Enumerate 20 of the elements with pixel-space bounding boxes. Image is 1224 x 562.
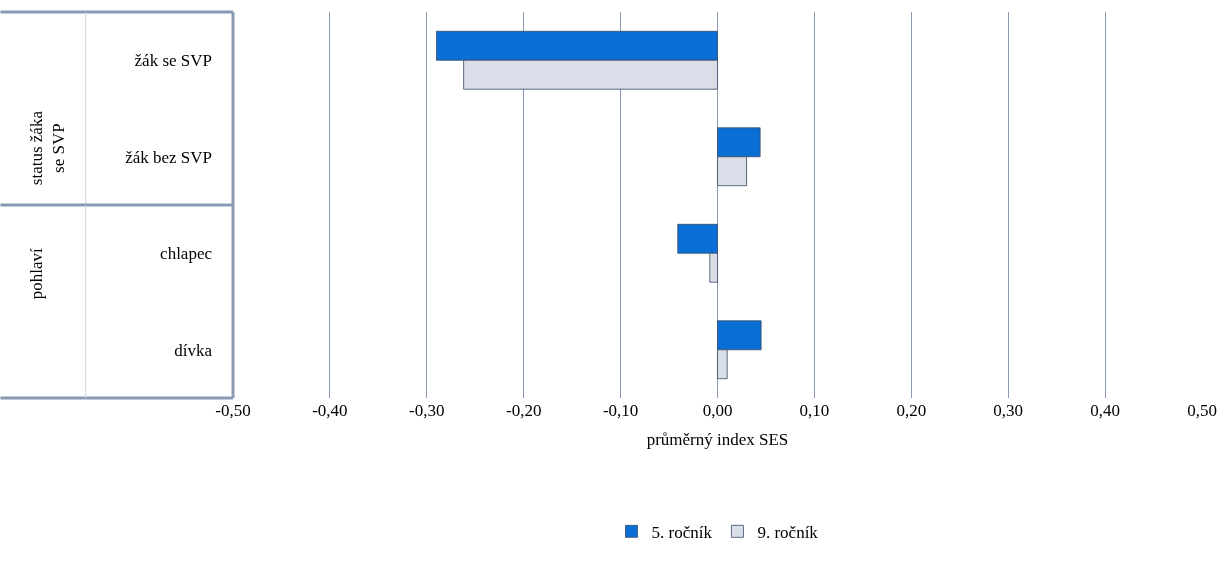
x-tick-label: 0,50 — [1187, 401, 1217, 420]
text: status žáka se SVP — [27, 110, 69, 186]
x-tick-label: -0,40 — [312, 401, 348, 420]
y-tick-label: žák se SVP — [134, 51, 212, 71]
x-tick-label: 0,00 — [702, 401, 733, 420]
x-axis-title: průměrný index SES — [646, 430, 789, 450]
x-tick-label: 0,20 — [896, 401, 927, 420]
x-tick-label: -0,10 — [602, 401, 639, 420]
x-tick-label: 0,40 — [1090, 401, 1120, 420]
legend-label: 5. ročník — [651, 522, 713, 542]
legend-label: 9. ročník — [757, 522, 819, 542]
x-tick-label: -0,20 — [505, 401, 542, 420]
y-tick-label: dívka — [174, 340, 213, 360]
x-tick-label: 0,30 — [993, 401, 1024, 420]
x-tick-label: -0,50 — [215, 401, 251, 420]
x-tick-label: -0,30 — [409, 401, 445, 420]
y-tick-label: chlapec — [160, 244, 213, 264]
y-tick-label: žák bez SVP — [125, 147, 212, 167]
text: pohlaví — [27, 247, 47, 300]
x-tick-label: 0,10 — [799, 401, 830, 420]
